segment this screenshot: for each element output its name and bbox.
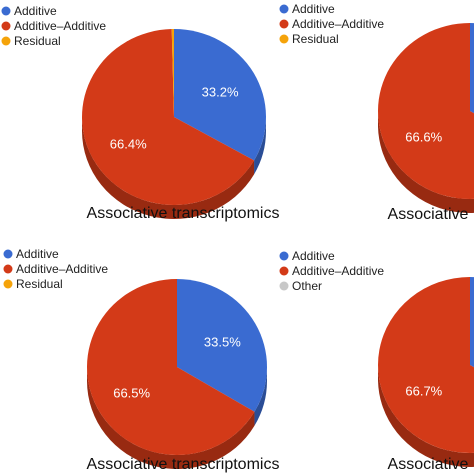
legend-dot-2-3 — [279, 34, 289, 44]
legend-label-4-1: Additive — [292, 249, 335, 263]
pie-slice-4-1 — [470, 277, 474, 368]
legend-label-3-1: Additive — [16, 247, 59, 261]
pie-slice-2-2 — [378, 23, 474, 199]
slice-label-3-1: 33.5% — [204, 335, 241, 350]
legend-label-3-3: Residual — [16, 277, 63, 291]
legend-label-4-3: Other — [292, 279, 322, 293]
pie-side-2-2 — [378, 111, 474, 213]
pie-side-1-1 — [254, 117, 266, 175]
pie-slice-4-2 — [378, 277, 474, 453]
legend-dot-2-2 — [279, 19, 289, 29]
legend-label-2-1: Additive — [292, 2, 335, 16]
legend-label-4-2: Additive–Additive — [292, 264, 384, 278]
pie-slice-3-1 — [177, 279, 268, 412]
pie-side-3-1 — [254, 367, 268, 426]
legend-dot-3-1 — [3, 249, 13, 259]
pie-slice-2-1 — [470, 23, 474, 114]
pie-slice-1-1 — [174, 29, 266, 161]
slice-label-1-2: 66.4% — [110, 136, 147, 151]
pie-panel-1: 33.2% 66.4% AdditiveAdditive–AdditiveResid… — [1, 4, 280, 222]
legend-dot-3-3 — [3, 279, 13, 289]
legend-dot-1-1 — [1, 6, 11, 16]
slice-label-4-2: 66.7% — [405, 384, 442, 399]
legend-dot-1-2 — [1, 21, 11, 31]
slice-label-3-2: 66.5% — [113, 385, 150, 400]
chart-title-3: Associative transcriptomics — [87, 456, 280, 473]
legend-label-2-3: Residual — [292, 32, 339, 46]
legend-dot-4-1 — [279, 251, 289, 261]
pie-slice-1-3 — [171, 29, 174, 117]
chart-title-4: Associative — [388, 456, 469, 473]
pie-side-1-2 — [82, 117, 255, 219]
legend-label-1-3: Residual — [14, 34, 61, 48]
legend-dot-2-1 — [279, 4, 289, 14]
legend-dot-3-2 — [3, 264, 13, 274]
chart-title-2: Associative — [388, 206, 469, 223]
legend-dot-4-2 — [279, 266, 289, 276]
slice-label-2-2: 66.6% — [405, 129, 442, 144]
pie-side-4-2 — [378, 365, 474, 467]
legend-label-1-2: Additive–Additive — [14, 19, 106, 33]
legend-label-3-2: Additive–Additive — [16, 262, 108, 276]
pie-panel-3: 33.5% 66.5% AdditiveAdditive–AdditiveResid… — [3, 247, 280, 473]
chart-title-1: Associative transcriptomics — [87, 205, 280, 222]
legend-dot-4-3 — [279, 281, 289, 291]
slice-label-1-1: 33.2% — [202, 84, 239, 99]
pie-side-3-2 — [87, 367, 255, 470]
legend-label-1-1: Additive — [14, 4, 57, 18]
legend-label-2-2: Additive–Additive — [292, 17, 384, 31]
pie-slice-3-2 — [87, 279, 255, 455]
legend-dot-1-3 — [1, 36, 11, 46]
pie-slice-1-2 — [82, 29, 255, 206]
